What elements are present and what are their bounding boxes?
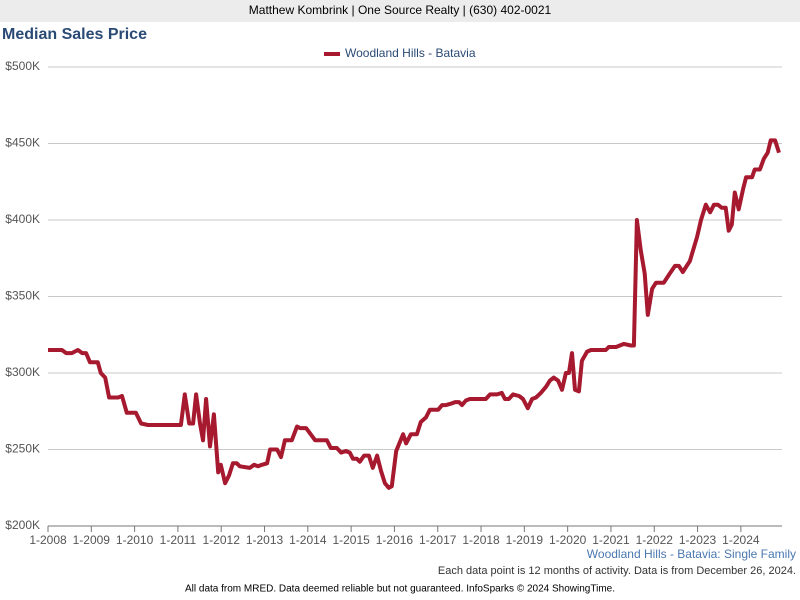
y-tick-label: $250K <box>5 442 40 456</box>
x-tick-label: 1-2009 <box>73 533 111 547</box>
x-tick-label: 1-2014 <box>289 533 327 547</box>
line <box>48 138 781 490</box>
x-tick-label: 1-2018 <box>462 533 500 547</box>
header-bar <box>0 0 800 22</box>
subject: Woodland Hills - Batavia: Single Family <box>587 547 796 561</box>
y-tick-label: $450K <box>5 136 40 150</box>
chart-title: Median Sales Price <box>2 26 147 43</box>
y-tick-label: $350K <box>5 289 40 303</box>
x-tick-label: 1-2024 <box>722 533 760 547</box>
x-tick-label: 1-2011 <box>160 533 197 547</box>
note: Each data point is 12 months of activity… <box>438 565 796 577</box>
y-tick-label: $400K <box>5 212 40 226</box>
x-tick-label: 1-2019 <box>506 533 544 547</box>
x-tick-label: 1-2021 <box>592 533 630 547</box>
x-tick-label: 1-2010 <box>116 533 154 547</box>
x-tick-label: 1-2017 <box>419 533 457 547</box>
credit: All data from MRED. Data deemed reliable… <box>185 584 615 595</box>
x-tick-label: 1-2013 <box>246 533 284 547</box>
x-tick-label: 1-2016 <box>376 533 414 547</box>
x-tick-label: 1-2012 <box>203 533 241 547</box>
y-tick-label: $300K <box>5 365 40 379</box>
x-tick-label: 1-2015 <box>332 533 370 547</box>
legend-label: Woodland Hills - Batavia <box>345 46 476 60</box>
x-tick-label: 1-2008 <box>29 533 67 547</box>
x-tick-label: 1-2020 <box>549 533 587 547</box>
x-tick-label: 1-2022 <box>636 533 674 547</box>
header: Matthew Kombrink | One Source Realty | (… <box>249 3 552 17</box>
x-tick-label: 1-2023 <box>679 533 717 547</box>
y-tick-label: $500K <box>5 59 40 73</box>
y-tick-label: $200K <box>5 518 40 532</box>
